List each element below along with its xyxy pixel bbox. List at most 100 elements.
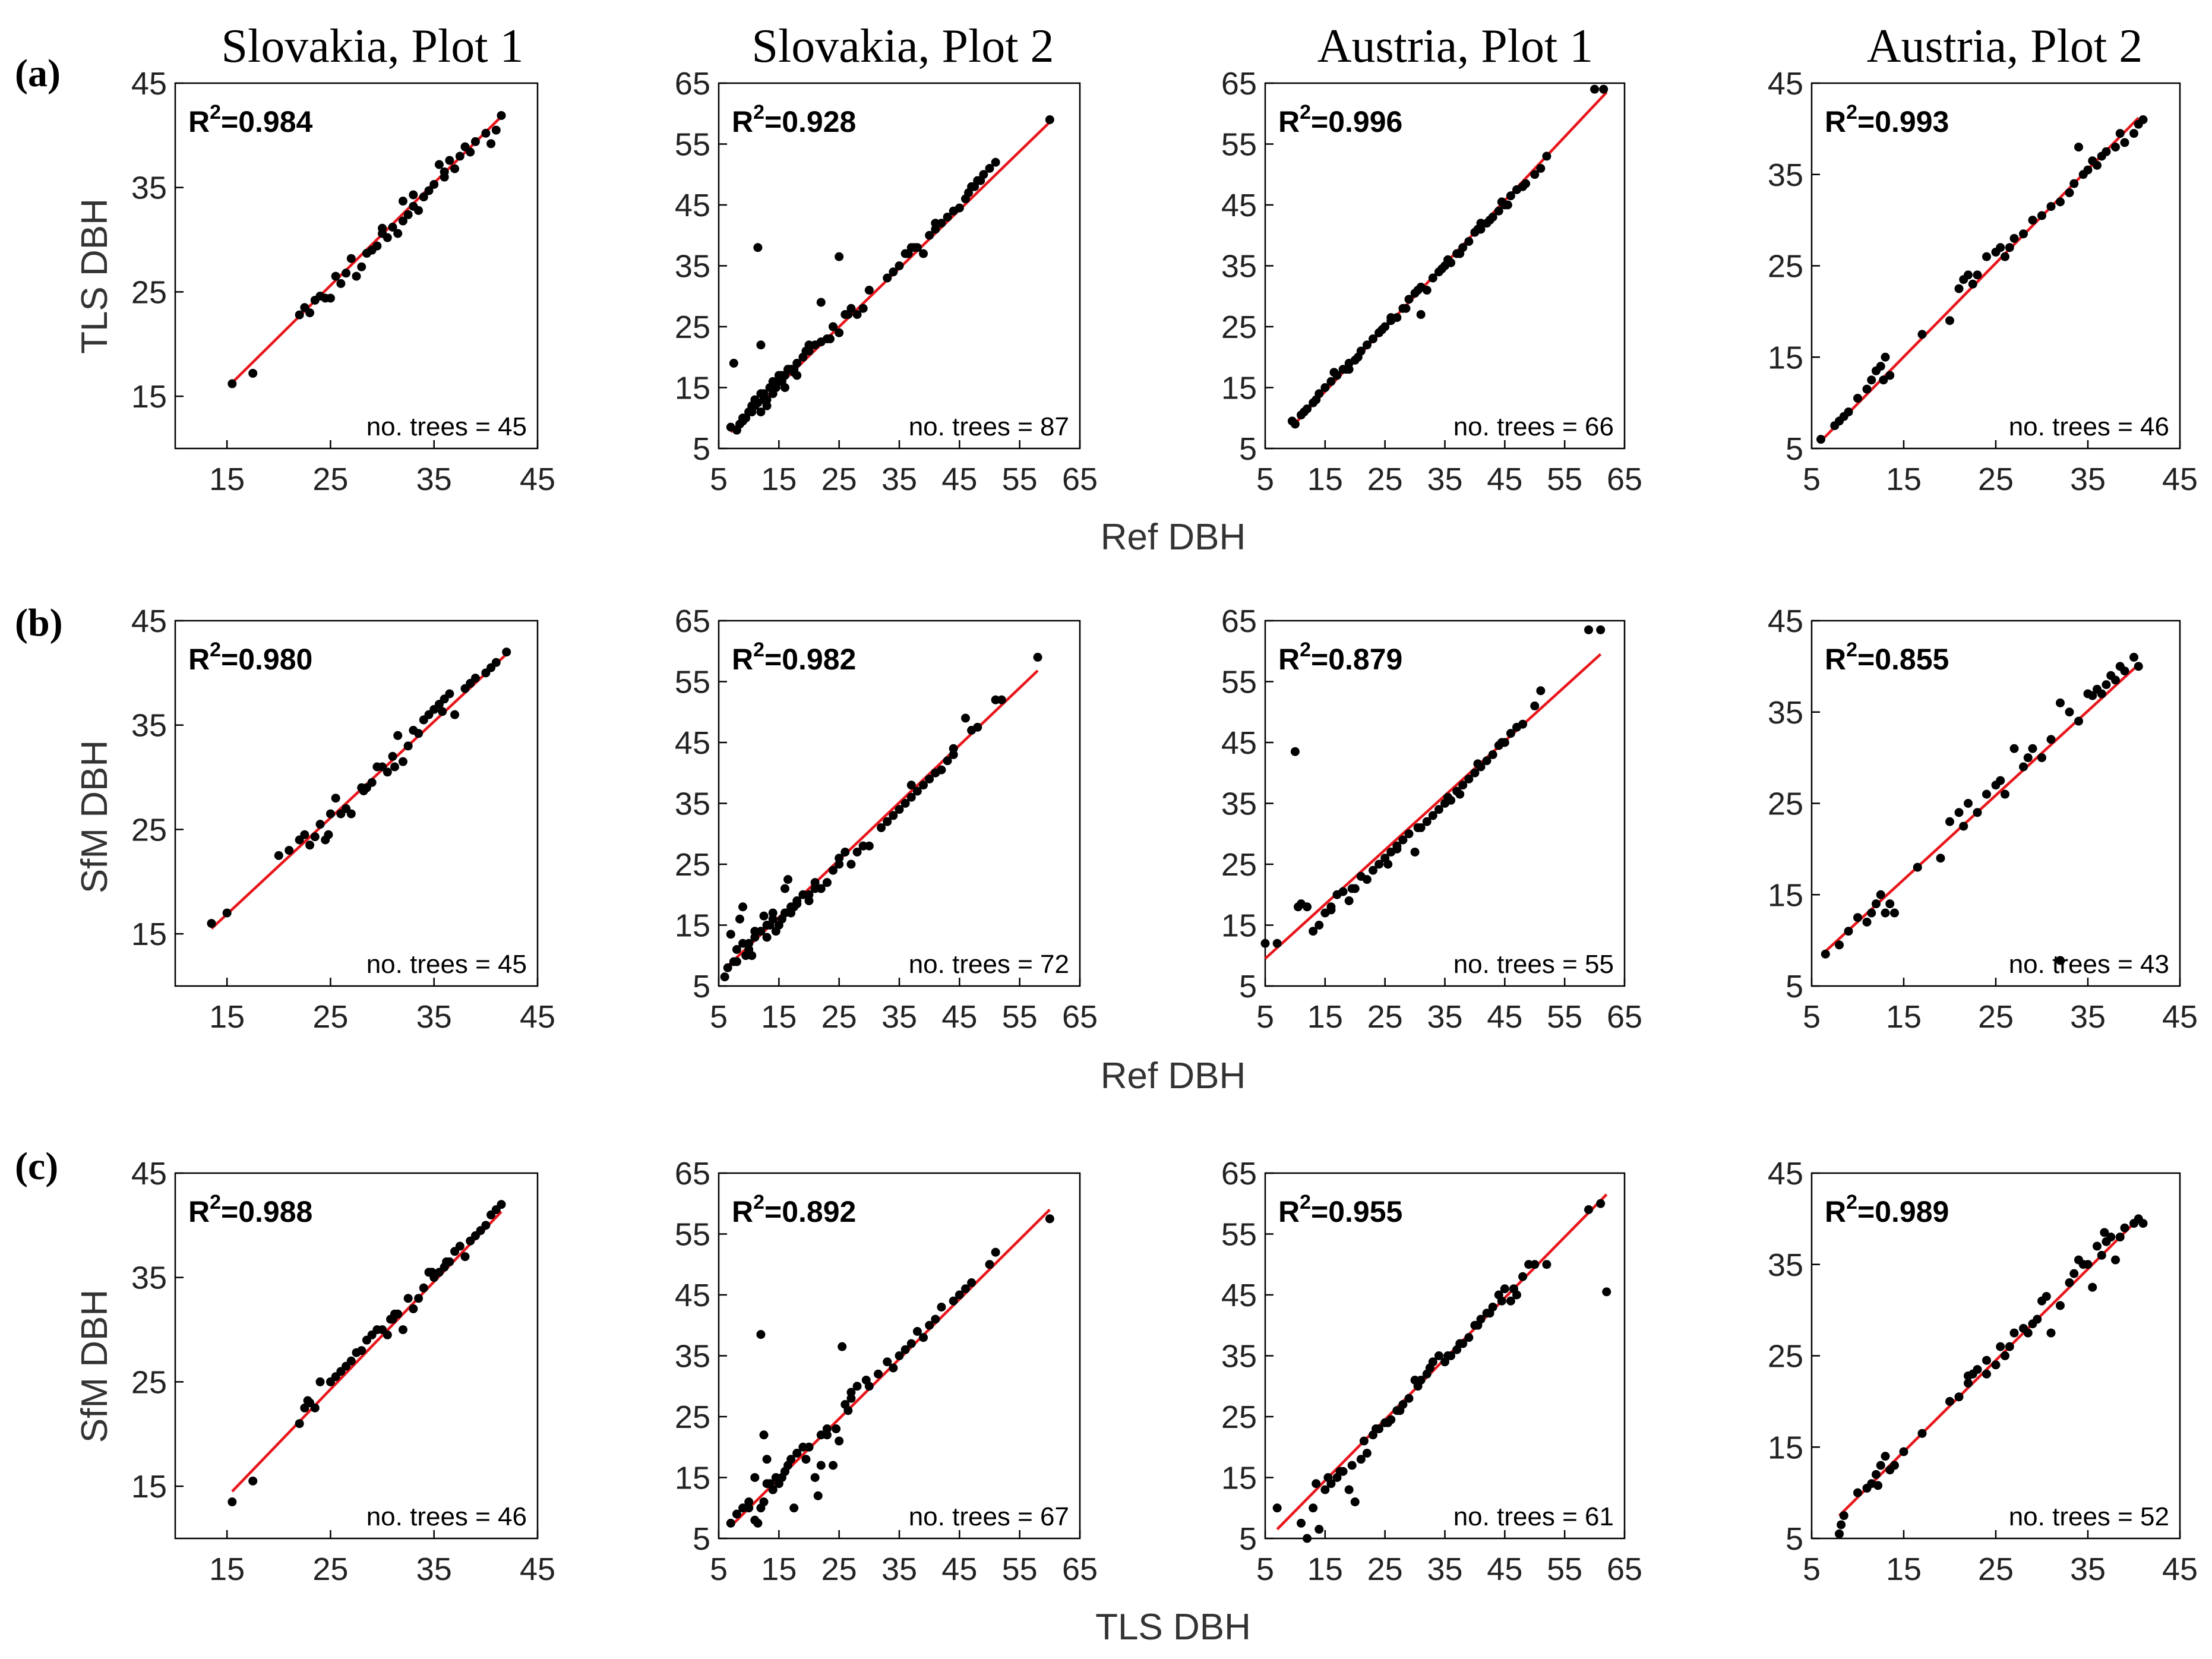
y-tick-label: 45 [131,1156,167,1192]
data-point [852,848,862,857]
data-point [744,1503,754,1513]
y-tick-label: 15 [1768,340,1803,375]
data-point [1497,1296,1506,1306]
data-point [2074,143,2083,152]
data-point [753,243,763,252]
data-point [943,213,952,222]
data-point [1968,279,1977,289]
y-tick-label: 15 [1768,877,1803,913]
r2-label: R2=0.892 [732,1191,856,1228]
panel-r2c4: 5 15 25 35 45 5 15 25 35 45 R2=0.855 no. trees = 43 [1768,603,2198,1035]
tree-count-label: no. trees = 72 [909,950,1069,979]
data-point [1312,1479,1321,1489]
data-point [2056,197,2065,207]
y-tick-label: 5 [1239,431,1257,467]
y-tick-label: 65 [675,603,710,639]
x-tick-label: 65 [1607,999,1642,1035]
data-point [762,921,772,930]
data-point [398,1325,407,1335]
x-tick-label: 45 [1487,1551,1522,1587]
data-point [738,413,748,423]
data-point [2046,1328,2056,1338]
r2-label: R2=0.879 [1278,639,1402,676]
data-point [759,395,769,405]
tree-count-label: no. trees = 46 [366,1502,527,1531]
data-point [768,908,778,918]
data-point [2115,1233,2125,1242]
data-point [2120,1223,2129,1233]
data-point [1964,1371,1973,1380]
x-tick-label: 45 [2162,1551,2198,1587]
data-point [1506,1296,1515,1306]
data-point [1320,383,1330,392]
data-point [470,137,480,146]
data-point [222,908,232,918]
data-point [843,310,853,319]
data-point [2046,202,2056,211]
tree-count-label: no. trees = 45 [366,412,527,441]
data-point [2134,662,2143,671]
x-tick-label: 35 [1427,999,1462,1035]
data-point [1320,1485,1330,1494]
data-point [1470,768,1480,778]
fit-line [1264,653,1602,960]
data-point [1536,164,1546,173]
data-point [786,365,796,374]
data-point [1455,1339,1465,1348]
data-point [388,222,397,232]
data-point [295,1419,304,1429]
data-point [497,110,506,120]
data-point [852,1382,862,1391]
x-tick-label: 15 [209,999,245,1035]
data-point [1303,1534,1312,1543]
data-point [1876,1461,1885,1470]
data-point [861,1376,871,1385]
data-point [1297,1518,1306,1528]
data-point [756,1330,766,1339]
data-point [1913,862,1922,872]
data-point [1862,917,1872,927]
data-point [438,707,447,716]
x-tick-label: 35 [2070,999,2106,1035]
x-tick-label: 25 [1978,999,2014,1035]
y-tick-label: 35 [1221,786,1257,822]
data-point [949,750,958,759]
data-point [403,1294,413,1303]
data-point [300,830,309,839]
data-point [744,945,754,954]
x-tick-label: 15 [1886,999,1922,1035]
data-point [903,249,913,258]
x-tick-label: 5 [710,1551,728,1587]
r2-label: R2=0.928 [732,101,856,138]
x-tick-label: 45 [2162,999,2198,1035]
data-point [1323,1473,1333,1482]
data-point [835,854,844,863]
data-point [1964,799,1973,808]
data-point [2042,1292,2051,1301]
x-tick-label: 45 [941,462,977,497]
x-tick-label: 55 [1002,1551,1038,1587]
data-point [248,1476,258,1486]
data-point [756,407,766,416]
data-point [336,279,346,288]
data-point [2111,1255,2120,1265]
data-point [486,139,496,148]
y-tick-label: 15 [1221,1461,1257,1496]
data-point [858,304,868,313]
data-point [937,1303,946,1312]
data-point [2065,707,2074,717]
data-point [970,182,979,191]
y-tick-label: 15 [1221,908,1257,944]
data-point [2009,233,2019,243]
y-tick-label: 5 [1786,969,1803,1004]
data-point [1917,1429,1927,1438]
data-point [1341,365,1351,374]
data-point [1584,1205,1593,1214]
x-tick-label: 15 [209,1551,245,1587]
x-tick-label: 5 [1256,1551,1274,1587]
y-tick-label: 55 [675,665,710,700]
data-point [1973,1365,1982,1374]
y-tick-label: 35 [1221,1339,1257,1374]
